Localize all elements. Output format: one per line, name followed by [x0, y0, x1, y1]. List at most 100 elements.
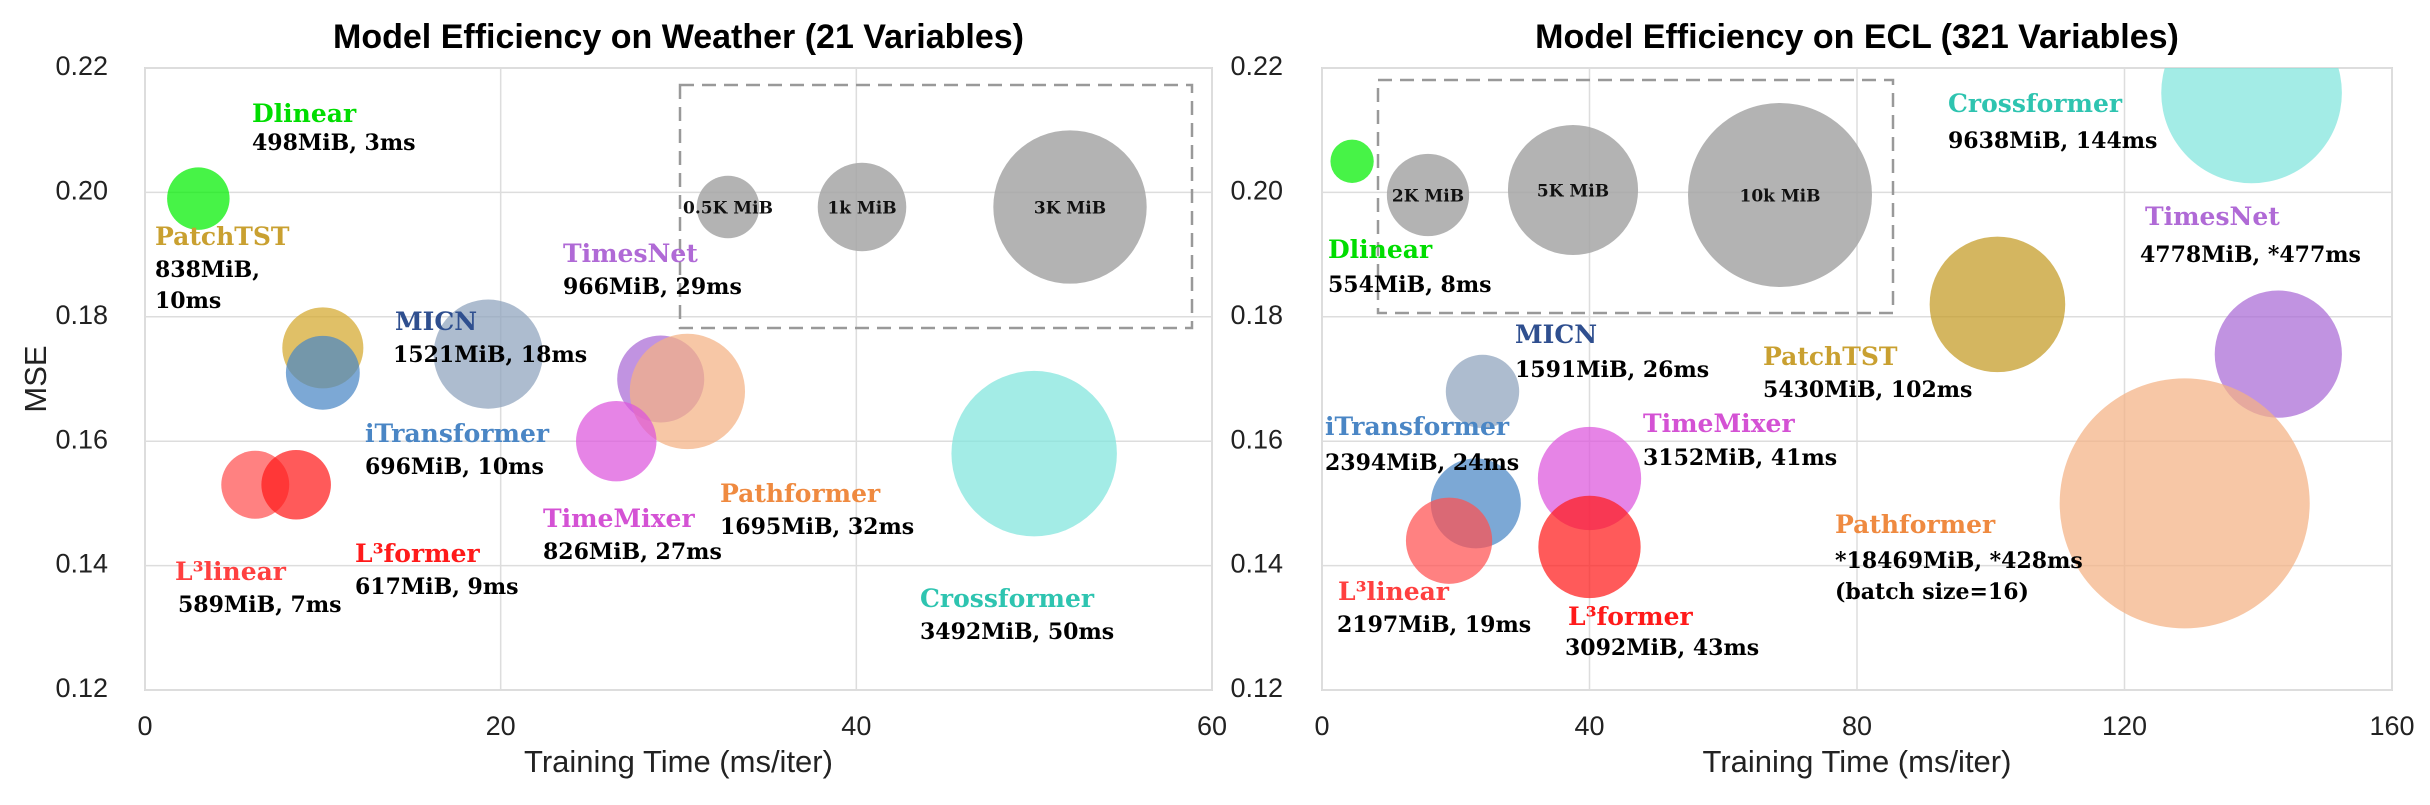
y-tick-label: 0.14	[1230, 549, 1283, 579]
series-annotation: 696MiB, 10ms	[365, 454, 544, 480]
size-legend-bubble	[1688, 103, 1872, 287]
series-name: L³linear	[175, 557, 287, 586]
series-annotation: 3492MiB, 50ms	[920, 619, 1114, 645]
y-tick-label: 0.22	[55, 51, 108, 81]
series-annotation: *18469MiB, *428ms	[1835, 548, 2083, 574]
bubble	[2161, 68, 2342, 184]
x-axis-label: Training Time (ms/iter)	[1703, 744, 2012, 779]
series-name: Crossformer	[920, 584, 1095, 613]
series-annotation: 3152MiB, 41ms	[1643, 445, 1837, 471]
series-annotation: 10ms	[155, 288, 221, 314]
x-tick-label: 40	[841, 711, 871, 741]
size-legend-bubble	[1386, 153, 1470, 237]
y-tick-label: 0.12	[55, 673, 108, 703]
series-name: L³former	[1568, 602, 1693, 631]
y-axis-label: MSE	[18, 345, 53, 412]
x-tick-label: 80	[1842, 711, 1872, 741]
series-annotation: 554MiB, 8ms	[1328, 272, 1492, 298]
bubble	[1330, 139, 1374, 183]
bubble	[2059, 378, 2310, 629]
series-name: iTransformer	[365, 419, 550, 448]
size-legend-bubble	[696, 175, 760, 239]
chart-title: Model Efficiency on Weather (21 Variable…	[333, 18, 1024, 56]
series-annotation: 9638MiB, 144ms	[1948, 128, 2157, 154]
series-name: MICN	[1515, 320, 1597, 349]
series-name: Pathformer	[720, 479, 881, 508]
series-annotation: (batch size=16)	[1835, 579, 2029, 605]
y-tick-label: 0.14	[55, 549, 108, 579]
size-legend-bubble	[817, 162, 907, 252]
x-tick-label: 20	[486, 711, 516, 741]
size-legend-box	[678, 83, 1194, 330]
series-name: Crossformer	[1948, 89, 2123, 118]
bubbles	[1330, 68, 2342, 629]
series-name: PatchTST	[155, 222, 290, 251]
series-name: Dlinear	[252, 99, 357, 128]
series-annotation: 966MiB, 29ms	[563, 274, 742, 300]
size-legend-label: 1k MiB	[827, 199, 896, 219]
y-tick-label: 0.20	[1230, 176, 1283, 206]
series-name: L³former	[355, 539, 480, 568]
bubble	[951, 370, 1117, 537]
y-tick-label: 0.16	[1230, 424, 1283, 454]
series-annotation: 5430MiB, 102ms	[1763, 377, 1972, 403]
y-tick-label: 0.12	[1230, 673, 1283, 703]
series-annotation: 1591MiB, 26ms	[1515, 357, 1709, 383]
x-tick-label: 60	[1197, 711, 1227, 741]
series-annotation: 3092MiB, 43ms	[1565, 635, 1759, 661]
bubble	[1405, 497, 1493, 584]
series-name: TimesNet	[563, 239, 698, 268]
bubble	[261, 449, 331, 520]
series-name: PatchTST	[1763, 342, 1898, 371]
size-legend-label: 2K MiB	[1392, 187, 1464, 207]
x-tick-label: 0	[1314, 711, 1329, 741]
series-name: iTransformer	[1325, 412, 1510, 441]
series-name: TimeMixer	[1643, 409, 1795, 438]
bubble	[433, 299, 543, 409]
x-tick-label: 40	[1574, 711, 1604, 741]
series-annotation: 838MiB,	[155, 257, 260, 283]
series-annotation: 826MiB, 27ms	[543, 539, 722, 565]
x-axis-label: Training Time (ms/iter)	[524, 744, 833, 779]
y-tick-label: 0.18	[1230, 300, 1283, 330]
bubble	[1538, 495, 1641, 599]
series-annotation: 2394MiB, 24ms	[1325, 450, 1519, 476]
y-tick-label: 0.22	[1230, 51, 1283, 81]
size-legend-label: 0.5K MiB	[683, 199, 773, 219]
series-name: Dlinear	[1328, 235, 1433, 264]
series-annotation: 617MiB, 9ms	[355, 574, 519, 600]
series-name: TimesNet	[2145, 202, 2280, 231]
bubble	[1929, 236, 2066, 373]
bubble	[629, 333, 746, 450]
series-name: Pathformer	[1835, 510, 1996, 539]
series-name: L³linear	[1338, 577, 1450, 606]
size-legend-label: 10k MiB	[1740, 187, 1821, 207]
chart-title: Model Efficiency on ECL (321 Variables)	[1535, 18, 2179, 56]
bubble	[285, 335, 360, 410]
bubble	[576, 400, 657, 482]
bubbles	[167, 83, 1194, 537]
series-name: TimeMixer	[543, 504, 695, 533]
y-tick-label: 0.20	[55, 176, 108, 206]
y-tick-label: 0.16	[55, 424, 108, 454]
series-annotation: 1695MiB, 32ms	[720, 514, 914, 540]
x-tick-label: 120	[2102, 711, 2147, 741]
bubble	[167, 167, 230, 230]
series-annotation: 1521MiB, 18ms	[393, 342, 587, 368]
size-legend-label: 5K MiB	[1537, 182, 1609, 202]
bubble	[1445, 354, 1520, 429]
chart: 0.12 0.14 0.16 0.18 0.20 0.22 0 40 80 120 160 Model…	[1230, 18, 2414, 779]
x-tick-label: 160	[2369, 711, 2414, 741]
series-annotation: 2197MiB, 19ms	[1337, 612, 1531, 638]
size-legend-bubble	[993, 130, 1147, 284]
chart: 0.12 0.14 0.16 0.18 0.20 0.22 0 20 40 60 Model Eff…	[18, 18, 1227, 779]
series-annotation: 589MiB, 7ms	[178, 592, 342, 618]
x-tick-label: 0	[137, 711, 152, 741]
size-legend-bubble	[1507, 124, 1639, 256]
bubble	[2214, 290, 2342, 418]
series-annotation: 498MiB, 3ms	[252, 130, 416, 156]
series-annotation: 4778MiB, *477ms	[2140, 242, 2361, 268]
y-tick-label: 0.18	[55, 300, 108, 330]
size-legend-label: 3K MiB	[1034, 199, 1106, 219]
